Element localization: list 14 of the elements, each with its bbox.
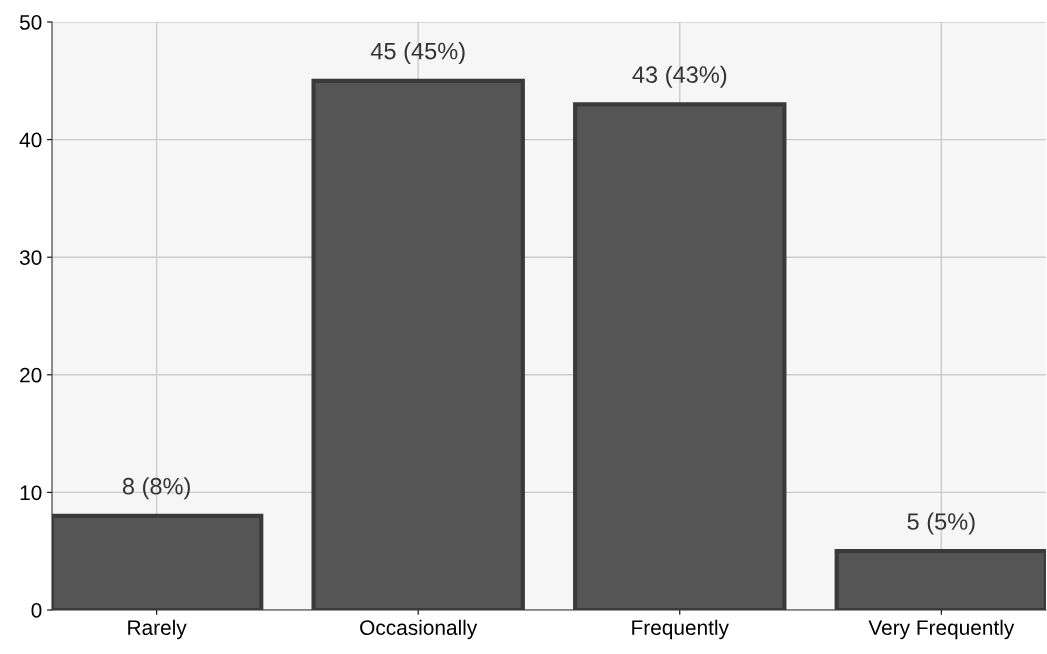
x-tick-label: Rarely	[128, 619, 187, 640]
y-tick-label: 0	[31, 603, 42, 618]
y-tick-label: 10	[20, 485, 42, 501]
data-label: 8 (8%)	[122, 477, 190, 500]
y-tick-label: 40	[19, 132, 42, 148]
data-label: 43 (43%)	[632, 65, 727, 88]
x-tick-label: Occasionally	[360, 619, 478, 640]
y-tick-label: 30	[19, 250, 42, 265]
y-tick-label: 50	[19, 15, 42, 30]
data-label: 45 (45%)	[370, 42, 465, 65]
y-tick-label: 20	[20, 367, 42, 383]
data-label: 5 (5%)	[907, 512, 975, 535]
x-tick-label: Very Frequently	[868, 619, 1015, 640]
x-tick-label: Frequently	[632, 619, 729, 640]
